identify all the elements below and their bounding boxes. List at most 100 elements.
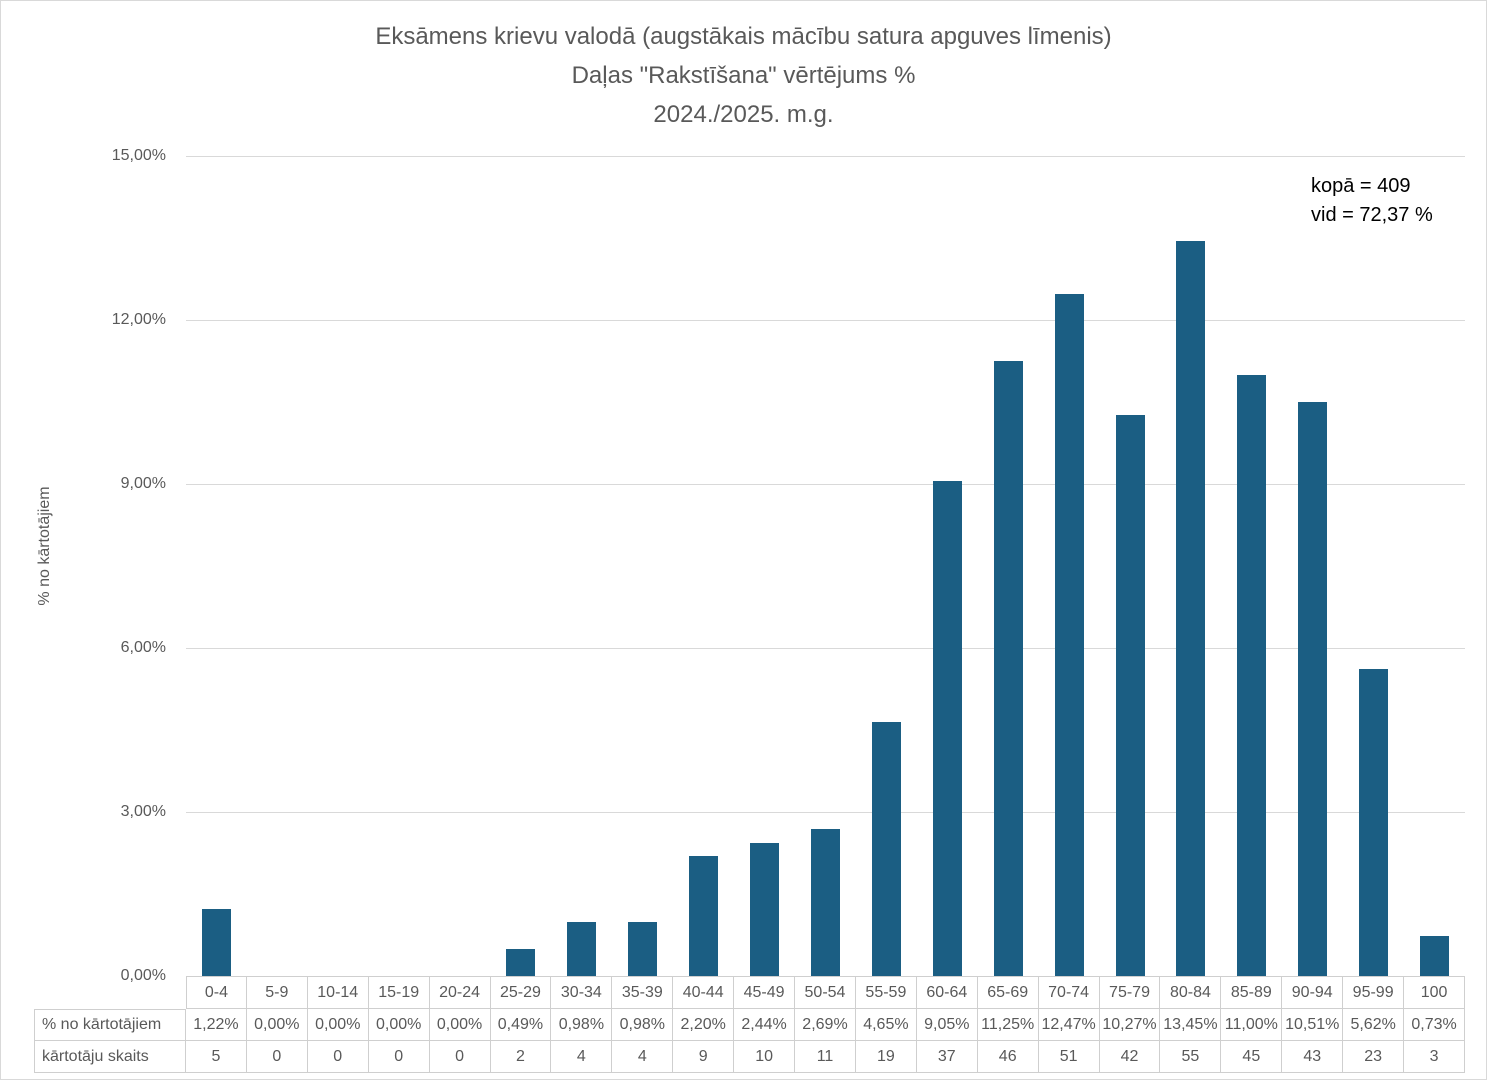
count-cell: 46 (977, 1041, 1039, 1073)
count-cell: 45 (1221, 1041, 1283, 1073)
category-cell: 95-99 (1343, 976, 1405, 1009)
summary-annotation: kopā = 409 vid = 72,37 % (1311, 172, 1433, 230)
count-cell: 0 (429, 1041, 491, 1073)
plot-area (186, 156, 1465, 977)
y-tick-label: 12,00% (111, 311, 166, 328)
category-cell: 80-84 (1160, 976, 1222, 1009)
count-cell: 11 (795, 1041, 856, 1073)
row-header-count: kārtotāju skaits (34, 1041, 186, 1073)
gridline (186, 320, 1465, 321)
percent-cell: 2,69% (795, 1009, 856, 1041)
percent-cell: 0,73% (1404, 1009, 1465, 1041)
bar-85-89 (1237, 374, 1267, 976)
category-cell: 25-29 (490, 976, 552, 1009)
percent-cell: 12,47% (1038, 1009, 1100, 1041)
y-tick-label: 3,00% (120, 803, 166, 820)
category-cell: 40-44 (673, 976, 735, 1009)
count-cell: 42 (1099, 1041, 1161, 1073)
bar-slot (369, 156, 430, 976)
bar-slot (673, 156, 734, 976)
chart-title-line3: 2024./2025. m.g. (653, 101, 834, 128)
percent-cell: 13,45% (1160, 1009, 1222, 1041)
count-cell: 3 (1404, 1041, 1465, 1073)
bar-0-4 (201, 909, 231, 976)
total-count-label: kopā = 409 (1311, 175, 1411, 197)
category-cell: 15-19 (368, 976, 430, 1009)
gridline (186, 484, 1465, 485)
bar-slot (795, 156, 856, 976)
category-cell: 100 (1404, 976, 1465, 1009)
count-cell: 5 (186, 1041, 247, 1073)
count-cell: 9 (673, 1041, 735, 1073)
bar-slot (308, 156, 369, 976)
percent-cell: 0,00% (368, 1009, 430, 1041)
count-cell: 51 (1038, 1041, 1100, 1073)
percent-cell: 0,00% (429, 1009, 491, 1041)
percent-cell: 10,51% (1282, 1009, 1344, 1041)
bar-75-79 (1115, 414, 1145, 976)
category-cell: 0-4 (186, 976, 247, 1009)
percent-cell: 11,00% (1221, 1009, 1283, 1041)
bar-slot (612, 156, 673, 976)
category-cell: 75-79 (1099, 976, 1161, 1009)
bar-slot (1221, 156, 1282, 976)
percent-cell: 9,05% (916, 1009, 978, 1041)
category-cell: 60-64 (916, 976, 978, 1009)
bar-slot (1404, 156, 1465, 976)
y-tick-label: 15,00% (111, 147, 166, 164)
bar-slot (1100, 156, 1161, 976)
y-tick-label: 0,00% (120, 967, 166, 984)
bar-slot (978, 156, 1039, 976)
category-cell: 70-74 (1038, 976, 1100, 1009)
bar-25-29 (506, 949, 536, 976)
percent-cell: 4,65% (855, 1009, 917, 1041)
bar-35-39 (628, 922, 658, 976)
category-cell: 30-34 (551, 976, 613, 1009)
count-cell: 43 (1282, 1041, 1344, 1073)
bar-80-84 (1176, 240, 1206, 976)
bar-65-69 (993, 361, 1023, 976)
bar-slot (1161, 156, 1222, 976)
percent-cell: 0,00% (307, 1009, 369, 1041)
corner-cell (34, 976, 186, 1009)
category-cell: 10-14 (307, 976, 369, 1009)
percent-cell: 0,00% (246, 1009, 308, 1041)
bar-45-49 (750, 842, 780, 976)
bar-55-59 (871, 721, 901, 976)
bar-slot (1343, 156, 1404, 976)
category-cell: 50-54 (795, 976, 856, 1009)
bar-slot (430, 156, 491, 976)
percent-cell: 0,98% (612, 1009, 674, 1041)
bar-60-64 (932, 481, 962, 976)
category-cell: 55-59 (855, 976, 917, 1009)
count-cell: 0 (307, 1041, 369, 1073)
y-tick-label: 9,00% (120, 475, 166, 492)
percent-cell: 2,20% (673, 1009, 735, 1041)
percent-cell: 2,44% (734, 1009, 796, 1041)
percent-cell: 5,62% (1343, 1009, 1405, 1041)
category-cell: 85-89 (1221, 976, 1283, 1009)
count-cell: 0 (368, 1041, 430, 1073)
percent-cell: 1,22% (186, 1009, 247, 1041)
bar-slot (1039, 156, 1100, 976)
bar-slot (1282, 156, 1343, 976)
bar-30-34 (567, 922, 597, 976)
category-cell: 5-9 (246, 976, 308, 1009)
category-cell: 90-94 (1282, 976, 1344, 1009)
average-value-label: vid = 72,37 % (1311, 204, 1433, 226)
category-cell: 35-39 (612, 976, 674, 1009)
percent-cell: 10,27% (1099, 1009, 1161, 1041)
category-cell: 65-69 (977, 976, 1039, 1009)
count-cell: 37 (916, 1041, 978, 1073)
count-cell: 2 (490, 1041, 552, 1073)
count-cell: 4 (612, 1041, 674, 1073)
percent-cell: 0,98% (551, 1009, 613, 1041)
bar-50-54 (811, 828, 841, 976)
percent-cell: 0,49% (490, 1009, 552, 1041)
y-tick-label: 6,00% (120, 639, 166, 656)
gridline (186, 648, 1465, 649)
bar-90-94 (1298, 401, 1328, 976)
chart-title-line2: Daļas "Rakstīšana" vērtējums % (571, 62, 916, 89)
bar-slot (551, 156, 612, 976)
